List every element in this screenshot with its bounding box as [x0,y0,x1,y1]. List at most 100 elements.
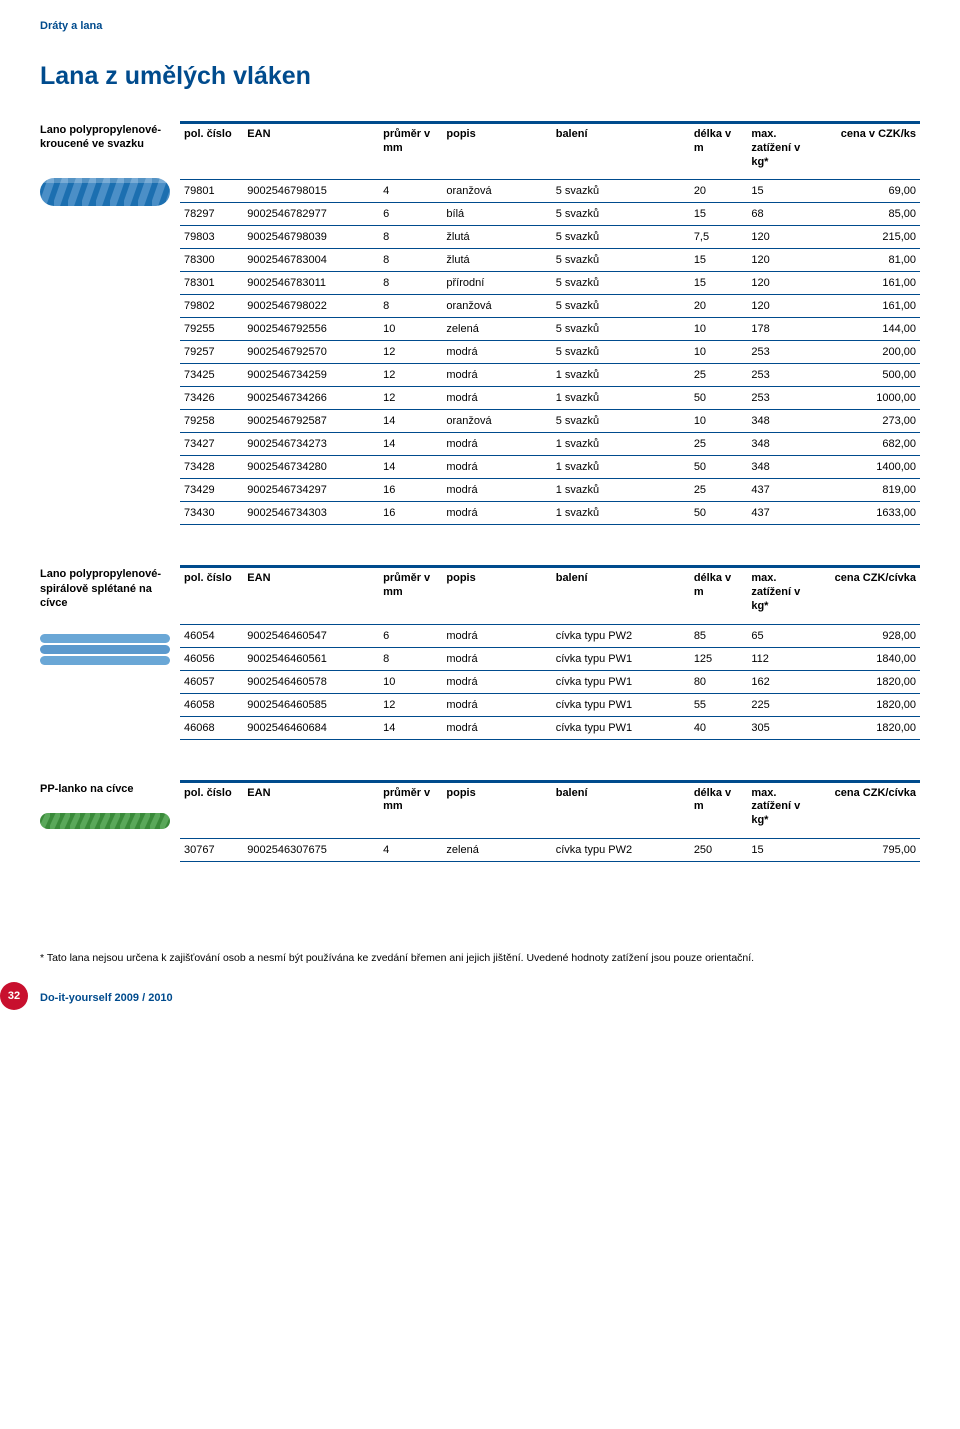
table-row: 3076790025463076754zelenácívka typu PW22… [180,838,920,861]
table-cell: 9002546783004 [243,249,379,272]
table-cell: modrá [442,456,551,479]
table-cell: 348 [747,410,822,433]
section-title-3: PP-lanko na cívce [40,782,170,796]
th-pol: pol. číslo [180,123,243,180]
table-cell: žlutá [442,226,551,249]
table-cell: 500,00 [822,364,920,387]
table-row: 73430900254673430316modrá1 svazků5043716… [180,502,920,525]
table-cell: 15 [747,180,822,203]
table-cell: 9002546734303 [243,502,379,525]
table-cell: 10 [690,318,748,341]
section-spiralove: Lano polypropylenové-spirálově splétané … [40,565,920,739]
table-cell: přírodní [442,272,551,295]
table-cell: 15 [690,249,748,272]
category-label: Dráty a lana [40,20,920,32]
table-cell: oranžová [442,180,551,203]
table-cell: 5 svazků [552,180,690,203]
th-prumer: průměr v mm [379,123,442,180]
footnote: * Tato lana nejsou určena k zajišťování … [40,952,920,964]
table-cell: 9002546792570 [243,341,379,364]
table-cell: 1 svazků [552,502,690,525]
table-cell: 50 [690,387,748,410]
table-cell: 178 [747,318,822,341]
table-cell: 5 svazků [552,341,690,364]
table-cell: 46054 [180,624,243,647]
table-cell: 305 [747,716,822,739]
table-cell: 9002546798022 [243,295,379,318]
table-cell: 9002546734266 [243,387,379,410]
table-cell: 9002546460578 [243,670,379,693]
table-cell: 253 [747,364,822,387]
table-cell: cívka typu PW1 [552,716,690,739]
table-cell: 6 [379,624,442,647]
table-cell: 1840,00 [822,647,920,670]
table-cell: 1633,00 [822,502,920,525]
table-cell: 8 [379,295,442,318]
th-delka: délka v m [690,123,748,180]
section-kroucene: Lano polypropylenové-kroucené ve svazku [40,121,920,525]
th-delka: délka v m [690,567,748,624]
table-cell: 30767 [180,838,243,861]
table-cell: 161,00 [822,272,920,295]
table-row: 73429900254673429716modrá1 svazků2543781… [180,479,920,502]
table-cell: 46058 [180,693,243,716]
table-cell: 215,00 [822,226,920,249]
table-cell: 46068 [180,716,243,739]
th-popis: popis [442,123,551,180]
table-cell: 161,00 [822,295,920,318]
table-cell: 120 [747,249,822,272]
table-cell: 1400,00 [822,456,920,479]
table-row: 7830090025467830048žlutá5 svazků1512081,… [180,249,920,272]
table-row: 46057900254646057810modrácívka typu PW18… [180,670,920,693]
table-row: 4605690025464605618modrácívka typu PW112… [180,647,920,670]
section-pplanko: PP-lanko na cívce [40,780,920,862]
table-cell: 10 [379,670,442,693]
th-baleni: balení [552,123,690,180]
table-row: 79258900254679258714oranžová5 svazků1034… [180,410,920,433]
table-cell: 253 [747,387,822,410]
table-cell: zelená [442,318,551,341]
table-cell: 8 [379,249,442,272]
table-row: 7830190025467830118přírodní5 svazků15120… [180,272,920,295]
table-row: 79257900254679257012modrá5 svazků1025320… [180,341,920,364]
table-cell: 40 [690,716,748,739]
table-row: 79255900254679255610zelená5 svazků101781… [180,318,920,341]
table-cell: 16 [379,479,442,502]
th-cena: cena v CZK/ks [822,123,920,180]
table-cell: 9002546798039 [243,226,379,249]
table-cell: 14 [379,410,442,433]
table-cell: 4 [379,180,442,203]
table-cell: 73428 [180,456,243,479]
table-cell: 78300 [180,249,243,272]
table-cell: 1820,00 [822,716,920,739]
table-cell: 120 [747,226,822,249]
table-cell: cívka typu PW2 [552,624,690,647]
th-popis: popis [442,567,551,624]
table-cell: 253 [747,341,822,364]
table-cell: 5 svazků [552,226,690,249]
table-cell: 14 [379,456,442,479]
table-cell: 1 svazků [552,479,690,502]
th-ean: EAN [243,567,379,624]
table-cell: 14 [379,433,442,456]
table-cell: 81,00 [822,249,920,272]
table-cell: 7,5 [690,226,748,249]
rope-thumbnail-1 [40,172,170,212]
table-cell: 8 [379,647,442,670]
table-row: 73425900254673425912modrá1 svazků2525350… [180,364,920,387]
table-cell: 9002546783011 [243,272,379,295]
table-cell: 1 svazků [552,387,690,410]
table-cell: 69,00 [822,180,920,203]
table-cell: 348 [747,433,822,456]
table-cell: 5 svazků [552,410,690,433]
table-cell: 12 [379,387,442,410]
table-cell: 162 [747,670,822,693]
table-cell: 50 [690,456,748,479]
footer-text: Do-it-yourself 2009 / 2010 [40,992,173,1004]
th-popis: popis [442,781,551,838]
table-cell: 14 [379,716,442,739]
table-cell: 9002546734280 [243,456,379,479]
rope-thumbnail-3 [40,810,170,832]
table-cell: 80 [690,670,748,693]
table-cell: 12 [379,341,442,364]
